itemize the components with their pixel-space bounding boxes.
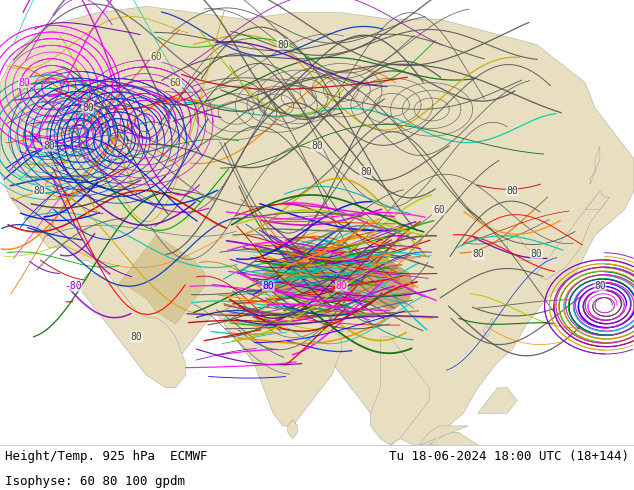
Text: 60: 60 [150, 52, 162, 62]
Text: 80: 80 [277, 40, 288, 49]
Text: 80: 80 [18, 77, 30, 88]
Polygon shape [429, 432, 478, 458]
Text: Isophyse: 60 80 100 gpdm: Isophyse: 60 80 100 gpdm [5, 474, 185, 488]
Polygon shape [478, 388, 517, 413]
Text: 80: 80 [472, 249, 484, 259]
Text: 80: 80 [311, 141, 323, 151]
Text: 60: 60 [433, 205, 445, 215]
Text: Tu 18-06-2024 18:00 UTC (18+144): Tu 18-06-2024 18:00 UTC (18+144) [389, 450, 629, 463]
Polygon shape [0, 6, 634, 445]
Text: Height/Temp. 925 hPa  ECMWF: Height/Temp. 925 hPa ECMWF [5, 450, 207, 463]
Polygon shape [585, 191, 610, 210]
Polygon shape [371, 337, 429, 445]
Polygon shape [390, 445, 410, 470]
Polygon shape [117, 235, 205, 324]
Polygon shape [483, 318, 493, 337]
Text: 80: 80 [506, 186, 518, 196]
Text: 80: 80 [43, 141, 55, 151]
Text: 80: 80 [262, 281, 274, 291]
Text: 80: 80 [360, 167, 372, 176]
Polygon shape [507, 235, 536, 261]
Text: 80: 80 [33, 186, 45, 196]
Polygon shape [590, 146, 600, 184]
Polygon shape [420, 426, 468, 445]
Text: -80: -80 [64, 281, 82, 291]
Text: 80: 80 [335, 281, 347, 291]
Polygon shape [78, 273, 185, 388]
Polygon shape [390, 445, 429, 477]
Text: 80: 80 [131, 332, 143, 342]
Polygon shape [288, 419, 297, 439]
Text: 80: 80 [594, 281, 605, 291]
Polygon shape [263, 248, 415, 312]
Text: 80: 80 [531, 249, 542, 259]
Polygon shape [536, 197, 605, 280]
Text: 80: 80 [82, 103, 94, 113]
Polygon shape [224, 299, 341, 426]
Text: 60: 60 [170, 77, 181, 88]
